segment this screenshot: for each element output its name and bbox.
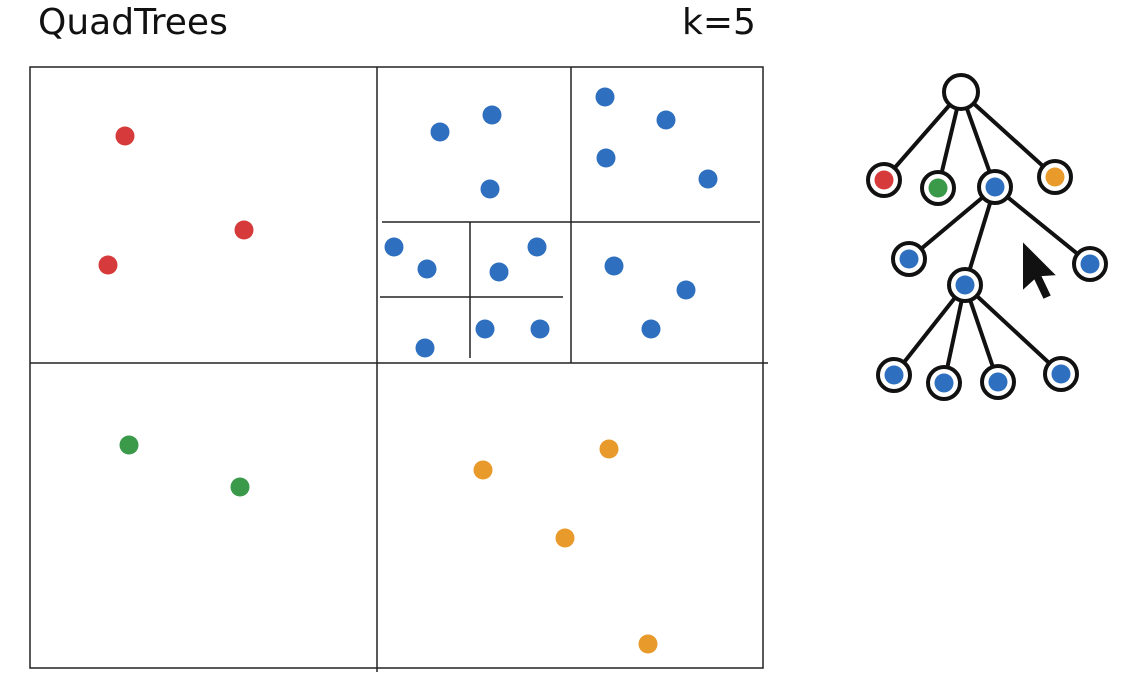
tree-node-dot xyxy=(988,372,1008,392)
point xyxy=(384,237,404,257)
point xyxy=(119,435,139,455)
tree-node-dot xyxy=(955,275,975,295)
tree-edge xyxy=(993,185,1092,266)
point xyxy=(473,460,493,480)
point xyxy=(527,237,547,257)
tree-node-dot xyxy=(899,249,919,269)
tree-node xyxy=(942,73,980,111)
point xyxy=(115,126,135,146)
point xyxy=(599,439,619,459)
points xyxy=(98,87,718,654)
point xyxy=(230,477,250,497)
tree-edge xyxy=(959,90,1057,179)
tree-node-dot xyxy=(1051,364,1071,384)
point xyxy=(676,280,696,300)
point xyxy=(415,338,435,358)
tree-edge xyxy=(963,283,1063,376)
point xyxy=(604,256,624,276)
title: QuadTrees xyxy=(38,2,228,43)
tree-node-dot xyxy=(884,365,904,385)
point xyxy=(482,105,502,125)
point xyxy=(555,528,575,548)
tree-node-dot xyxy=(928,178,948,198)
point xyxy=(234,220,254,240)
point xyxy=(480,179,500,199)
point xyxy=(98,255,118,275)
tree xyxy=(866,73,1108,401)
tree-node-dot xyxy=(1080,254,1100,274)
point xyxy=(641,319,661,339)
cursor xyxy=(1021,237,1061,302)
point xyxy=(596,148,616,168)
tree-edge xyxy=(882,90,963,182)
point xyxy=(417,259,437,279)
point xyxy=(698,169,718,189)
point xyxy=(638,634,658,654)
quadtree-grid xyxy=(29,66,768,672)
point xyxy=(430,122,450,142)
point xyxy=(656,110,676,130)
point xyxy=(595,87,615,107)
outer-box xyxy=(29,66,764,669)
point xyxy=(489,262,509,282)
tree-node-dot xyxy=(934,373,954,393)
tree-node-dot xyxy=(985,177,1005,197)
point xyxy=(475,319,495,339)
tree-node-dot xyxy=(874,170,894,190)
point xyxy=(530,319,550,339)
tree-node-dot xyxy=(1045,167,1065,187)
k-label: k=5 xyxy=(682,2,756,43)
tree-edge xyxy=(907,185,997,261)
tree-edge xyxy=(892,283,967,377)
